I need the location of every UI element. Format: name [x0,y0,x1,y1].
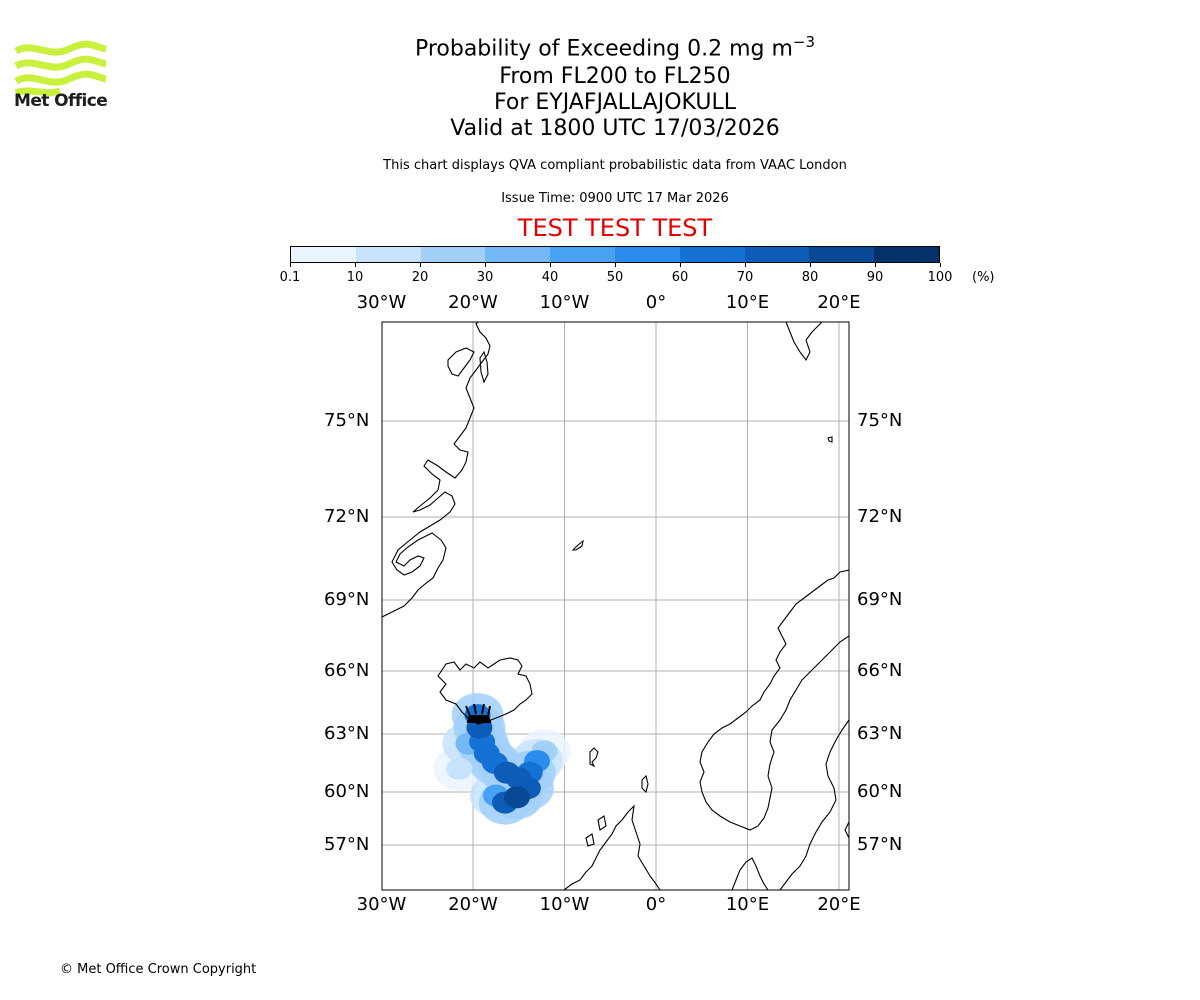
colorbar-tick-label: 100 [927,270,953,285]
colorbar-tick-label: 80 [801,270,819,285]
title-line2: From FL200 to FL250 [499,64,731,89]
coastline-greenland-fjord [447,347,475,377]
plume-cell [446,757,473,780]
colorbar-tickmark [420,263,421,267]
coastline-scotland [563,804,661,890]
colorbar [290,246,940,263]
title-line1: Probability of Exceeding 0.2 mg m [414,36,793,62]
coastline-svalbard [785,322,823,362]
colorbar-tickmark [745,263,746,267]
latitude-label: 72°N [857,506,903,527]
colorbar-swatch [614,247,680,262]
coastline-sweden [779,719,849,890]
coastline-denmark [731,857,769,890]
coastline-norway [699,569,849,831]
longitude-label: 10°W [539,894,590,915]
colorbar-unit: (%) [972,270,995,285]
longitude-label: 20°E [817,894,861,915]
longitude-label: 10°E [725,292,770,313]
longitude-label: 0° [645,894,667,915]
coastline-finland-edge [844,821,849,839]
coastline-bear-island [827,436,833,443]
colorbar-swatch [420,247,486,262]
latitude-label: 57°N [857,834,903,855]
coastline-iceland [437,657,533,725]
colorbar-tick-label: 90 [866,270,884,285]
map-background [382,322,849,890]
chart-note: This chart displays QVA compliant probab… [383,158,847,173]
colorbar-tickmark [940,263,941,267]
colorbar-tick-label: 60 [671,270,689,285]
colorbar-tickmark [875,263,876,267]
coastline-greenland-island [479,350,489,384]
colorbar-tick-label: 0.1 [279,270,301,285]
colorbar-swatch [550,247,615,262]
longitude-label: 30°W [356,894,407,915]
met-office-logo-text: Met Office [14,91,108,111]
latitude-label: 69°N [324,589,370,610]
colorbar-tickmark [485,263,486,267]
longitude-label: 20°W [448,894,498,915]
colorbar-tickmark [615,263,616,267]
colorbar-swatch [874,247,939,262]
latitude-label: 66°N [857,660,903,681]
colorbar-tickmark [680,263,681,267]
latitude-label: 63°N [857,723,903,744]
colorbar-tickmark [355,263,356,267]
colorbar-tick-label: 40 [541,270,559,285]
latitude-label: 69°N [857,589,903,610]
coastlines [382,322,849,890]
colorbar-tick-label: 10 [346,270,364,285]
latitude-label: 57°N [324,834,370,855]
title-line3: For EYJAFJALLAJOKULL [494,90,736,115]
plume-cell [503,786,530,809]
longitude-label: 30°W [356,292,407,313]
latitude-label: 63°N [324,723,370,744]
colorbar-tick-label: 20 [411,270,429,285]
map-frame [381,321,850,891]
title-line4: Valid at 1800 UTC 17/03/2026 [450,116,780,141]
colorbar-swatch [744,247,810,262]
longitude-label: 10°E [725,894,770,915]
colorbar-swatch [355,247,421,262]
longitude-label: 20°W [448,292,498,313]
colorbar-swatch [291,247,356,262]
colorbar-swatch [679,247,745,262]
latitude-label: 60°N [857,781,903,802]
colorbar-tickmark [290,263,291,267]
latitude-label: 72°N [324,506,370,527]
colorbar-swatch [809,247,875,262]
test-banner: TEST TEST TEST [517,214,713,242]
latitude-label: 75°N [857,410,903,431]
latitude-label: 66°N [324,660,370,681]
colorbar-tick-label: 50 [606,270,624,285]
issue-time: Issue Time: 0900 UTC 17 Mar 2026 [501,191,729,206]
chart-title: Probability of Exceeding 0.2 mg m−3 [300,29,930,62]
colorbar-swatch [485,247,551,262]
colorbar-tick-label: 30 [476,270,494,285]
copyright: © Met Office Crown Copyright [60,962,257,977]
colorbar-tickmark [810,263,811,267]
met-office-logo-icon [14,40,107,97]
longitude-label: 10°W [539,292,590,313]
latitude-label: 75°N [324,410,370,431]
longitude-label: 20°E [817,292,861,313]
colorbar-tickmark [550,263,551,267]
volcano-icon [465,703,492,723]
coastline-scotland-islands [585,815,607,847]
latitude-label: 60°N [324,781,370,802]
coastline-greenland [382,322,491,618]
coastline-faroe [589,747,599,768]
coastline-jan-mayen [571,539,584,551]
colorbar-tick-label: 70 [736,270,754,285]
title-superscript: −3 [792,33,816,51]
longitude-label: 0° [645,292,667,313]
coastline-shetland [641,774,649,794]
